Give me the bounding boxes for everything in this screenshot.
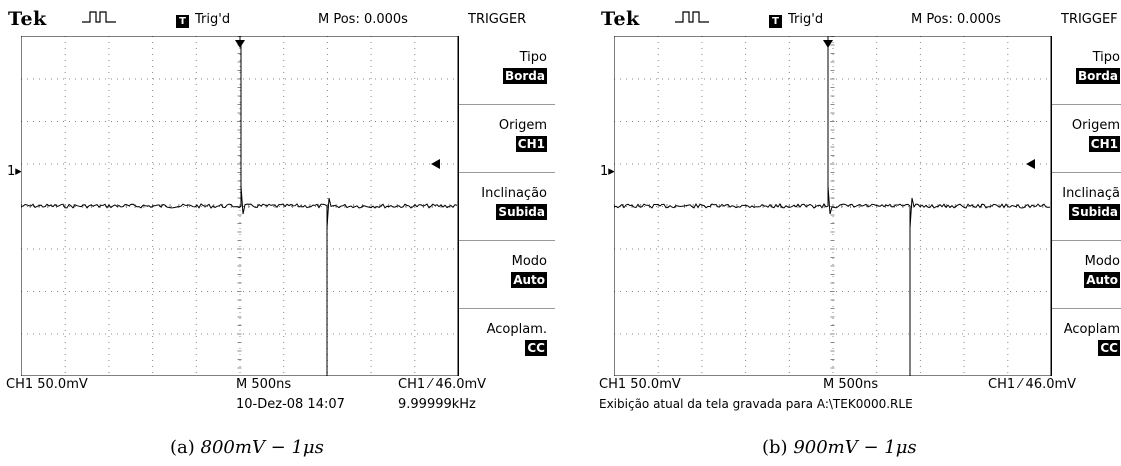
menu-item-label: Origem [1071, 118, 1120, 133]
menu-item-value: Auto [511, 272, 547, 288]
frequency-readout: 9.99999kHz [398, 397, 476, 412]
trigger-menu: Tipo Borda Origem CH1 Inclinaçã Subida M… [1051, 36, 1121, 376]
timebase-readout: M 500ns [236, 377, 292, 392]
menu-item-acoplamento[interactable]: Acoplam CC [1052, 308, 1121, 376]
ch1-ground-marker: 1▸ [7, 164, 22, 179]
caption-a: (a) 800mV − 1μs [170, 437, 324, 458]
trigger-status: T Trig'd [176, 12, 230, 28]
ch1-scale-readout: CH1 50.0mV [6, 377, 88, 392]
menu-item-value: CC [1098, 340, 1120, 356]
menu-item-label: Inclinação [481, 186, 547, 201]
menu-title: TRIGGEF [1061, 12, 1118, 27]
waveform-display [614, 36, 1051, 376]
menu-item-value: Borda [1076, 68, 1120, 84]
trigger-status: T Trig'd [769, 12, 823, 28]
menu-item-label: Inclinaçã [1062, 186, 1120, 201]
menu-item-label: Tipo [519, 50, 547, 65]
waveform-display [21, 36, 458, 376]
menu-item-value: CH1 [515, 136, 547, 152]
trigger-status-label: Trig'd [195, 12, 231, 27]
trigger-status-box: T [769, 15, 782, 28]
menu-item-tipo[interactable]: Tipo Borda [459, 36, 555, 104]
brand-logo: Tek [8, 8, 47, 30]
menu-item-label: Acoplam. [486, 322, 547, 337]
graticule [21, 36, 458, 376]
trigger-status-box: T [176, 15, 189, 28]
menu-item-tipo[interactable]: Tipo Borda [1052, 36, 1121, 104]
menu-item-acoplamento[interactable]: Acoplam. CC [459, 308, 555, 376]
scope-screen-a: Tek T Trig'd M Pos: 0.000s TRIGGER 1▸ Tip… [0, 0, 555, 466]
trigger-level-marker [431, 159, 440, 169]
trigger-level-marker [1026, 159, 1035, 169]
menu-item-label: Origem [498, 118, 547, 133]
horizontal-position: M Pos: 0.000s [318, 12, 408, 27]
scope-screen-b: Tek T Trig'd M Pos: 0.000s TRIGGEF 1▸ Tip… [593, 0, 1121, 466]
pulse-icon [82, 11, 116, 23]
trigger-level-readout: CH1 ⁄ 46.0mV [398, 377, 487, 392]
horizontal-position: M Pos: 0.000s [911, 12, 1001, 27]
menu-item-label: Tipo [1092, 50, 1120, 65]
caption-b: (b) 900mV − 1μs [762, 437, 917, 458]
menu-item-origem[interactable]: Origem CH1 [1052, 104, 1121, 172]
menu-item-value: CH1 [1088, 136, 1120, 152]
menu-item-modo[interactable]: Modo Auto [1052, 240, 1121, 308]
menu-item-label: Acoplam [1063, 322, 1120, 337]
date-readout: 10-Dez-08 14:07 [236, 397, 345, 412]
ch1-waveform-trace [21, 41, 458, 376]
trigger-status-label: Trig'd [788, 12, 824, 27]
menu-title: TRIGGER [468, 12, 527, 27]
save-status-message: Exibição atual da tela gravada para A:\T… [599, 397, 913, 411]
menu-item-value: Subida [1069, 204, 1120, 220]
menu-item-modo[interactable]: Modo Auto [459, 240, 555, 308]
ch1-scale-readout: CH1 50.0mV [599, 377, 681, 392]
menu-item-value: Borda [503, 68, 547, 84]
ch1-waveform-trace [614, 41, 1051, 376]
trigger-level-readout: CH1 ⁄ 46.0mV [988, 377, 1077, 392]
pulse-icon [675, 11, 709, 23]
menu-item-value: CC [525, 340, 547, 356]
timebase-readout: M 500ns [823, 377, 879, 392]
ch1-ground-marker: 1▸ [600, 164, 615, 179]
menu-item-label: Modo [511, 254, 547, 269]
menu-item-inclinacao[interactable]: Inclinação Subida [459, 172, 555, 240]
menu-item-value: Auto [1084, 272, 1120, 288]
menu-item-value: Subida [496, 204, 547, 220]
menu-item-origem[interactable]: Origem CH1 [459, 104, 555, 172]
trigger-menu: Tipo Borda Origem CH1 Inclinação Subida … [458, 36, 555, 376]
menu-item-label: Modo [1084, 254, 1120, 269]
brand-logo: Tek [601, 8, 640, 30]
menu-item-inclinacao[interactable]: Inclinaçã Subida [1052, 172, 1121, 240]
